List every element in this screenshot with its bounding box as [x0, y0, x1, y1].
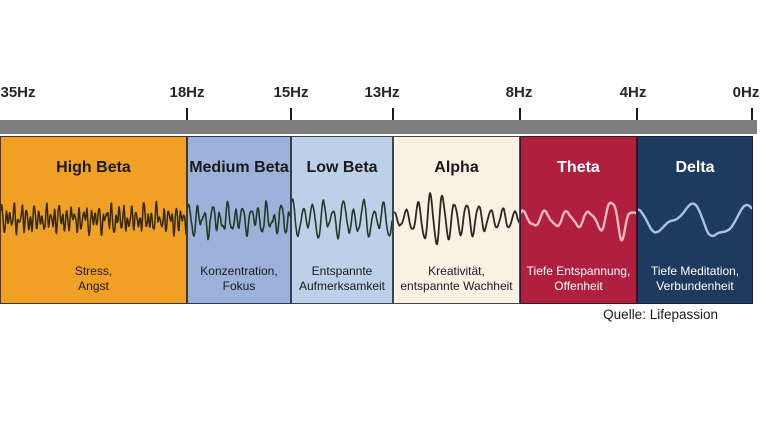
- band-description-line: Konzentration,: [200, 264, 278, 278]
- freq-label-15hz: 15Hz: [273, 84, 309, 101]
- low-beta-waveform: [292, 198, 392, 240]
- axis-tick: [519, 108, 521, 120]
- band-label: Alpha: [434, 159, 479, 176]
- medium-beta-waveform: [188, 200, 290, 241]
- theta-waveform: [521, 201, 636, 242]
- axis-tick: [636, 108, 638, 120]
- band-description-line: Tiefe Meditation,: [650, 264, 740, 278]
- band-theta: Theta Tiefe Entspannung, Offenheit: [520, 136, 637, 304]
- band-description: Tiefe Entspannung, Offenheit: [521, 264, 636, 294]
- band-description-line: Aufmerksamkeit: [298, 279, 386, 293]
- freq-label-4hz: 4Hz: [619, 84, 647, 101]
- frequency-bar: [0, 120, 757, 134]
- band-description: Konzentration, Fokus: [188, 264, 290, 294]
- band-label: Theta: [557, 159, 600, 176]
- band-description-line: entspannte Wachheit: [400, 279, 513, 293]
- band-description-line: Kreativität,: [428, 264, 485, 278]
- band-delta: Delta Tiefe Meditation, Verbundenheit: [637, 136, 753, 304]
- band-description-line: Stress,: [74, 264, 113, 278]
- band-label: Delta: [675, 159, 715, 176]
- band-label: Low Beta: [306, 159, 378, 176]
- axis-tick: [751, 108, 753, 120]
- freq-label-13hz: 13Hz: [364, 84, 400, 101]
- freq-label-18hz: 18Hz: [169, 84, 205, 101]
- freq-label-35hz: 35Hz: [0, 84, 36, 101]
- band-description-line: Verbundenheit: [656, 279, 734, 293]
- freq-label-0hz: 0Hz: [732, 84, 760, 101]
- band-description: Tiefe Meditation, Verbundenheit: [638, 264, 752, 294]
- axis-tick: [392, 108, 394, 120]
- freq-label-8hz: 8Hz: [505, 84, 533, 101]
- band-label: Medium Beta: [189, 159, 289, 176]
- high-beta-waveform: [1, 200, 186, 237]
- band-medium-beta: Medium Beta Konzentration, Fokus: [187, 136, 291, 304]
- source-credit: Quelle: Lifepassion: [603, 307, 718, 322]
- band-description: Entspannte Aufmerksamkeit: [292, 264, 392, 294]
- band-high-beta: High Beta Stress, Angst: [0, 136, 187, 304]
- band-description-line: Offenheit: [554, 279, 603, 293]
- band-low-beta: Low Beta Entspannte Aufmerksamkeit: [291, 136, 393, 304]
- band-description-line: Tiefe Entspannung,: [526, 264, 631, 278]
- band-alpha: Alpha Kreativität, entspannte Wachheit: [393, 136, 520, 304]
- band-description: Kreativität, entspannte Wachheit: [394, 264, 519, 294]
- alpha-waveform: [394, 192, 519, 246]
- axis-tick: [186, 108, 188, 120]
- band-description-line: Angst: [78, 279, 109, 293]
- band-description: Stress, Angst: [1, 264, 186, 294]
- band-description-line: Fokus: [222, 279, 256, 293]
- band-label: High Beta: [56, 159, 131, 176]
- delta-waveform: [638, 202, 752, 238]
- axis-tick: [290, 108, 292, 120]
- band-description-line: Entspannte: [311, 264, 373, 278]
